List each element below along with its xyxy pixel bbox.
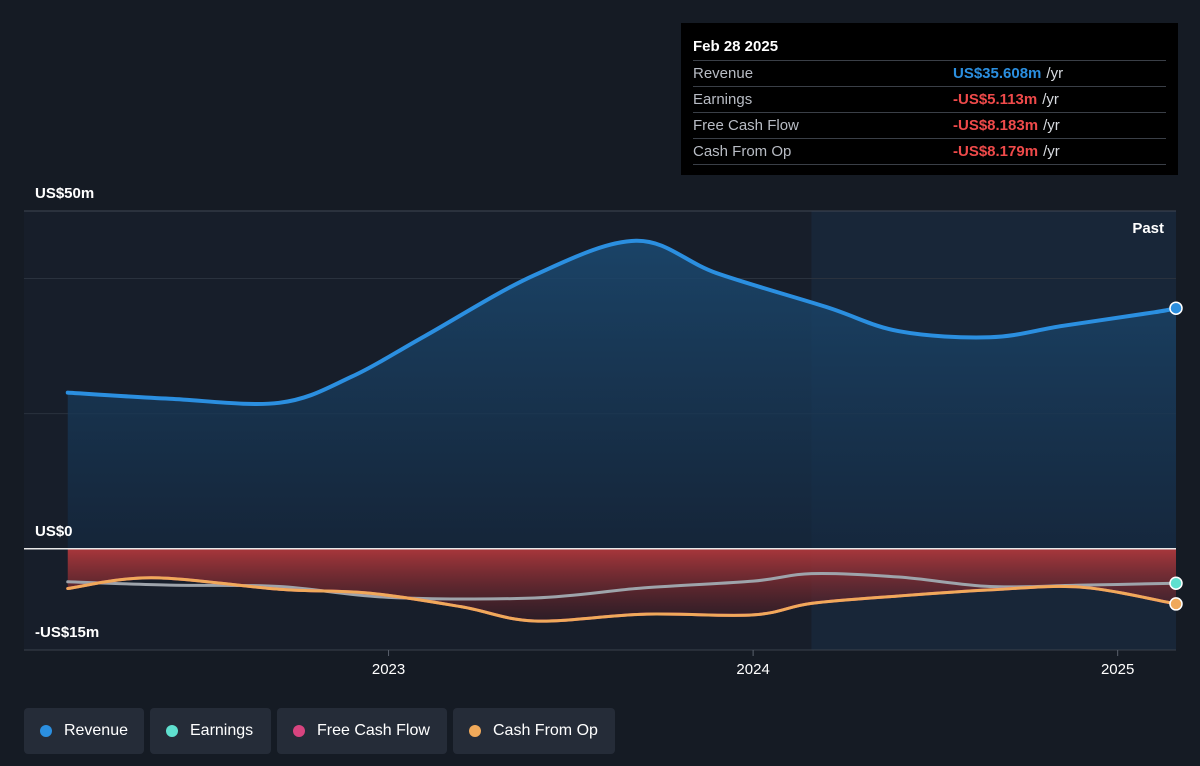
tooltip-label: Free Cash Flow [693,117,799,134]
x-tick-label: 2024 [736,661,769,678]
x-tick-label: 2025 [1101,661,1134,678]
y-label-top: US$50m [35,185,95,202]
legend-label: Earnings [190,722,254,739]
legend-dot-icon [293,725,305,737]
legend-label: Free Cash Flow [317,722,430,739]
tooltip-unit: /yr [1042,91,1059,108]
x-axis: 2023 2024 2025 [372,650,1134,678]
series-line-revenue [65,238,1178,406]
legend-label: Cash From Op [493,722,598,739]
series-line-earnings [66,572,1178,601]
endpoint-marker-revenue [1169,301,1183,315]
legend-dot-icon [469,725,481,737]
tooltip-label: Earnings [693,91,753,108]
tooltip-label: Revenue [693,65,754,82]
x-tick-label: 2023 [372,661,405,678]
series-lines [65,238,1183,623]
tooltip-row-cash-from-op: Cash From Op -US$8.179m /yr [693,138,1166,165]
tooltip-unit: /yr [1046,65,1064,82]
y-label-bottom: -US$15m [35,624,100,641]
tooltip-value: -US$5.113m [953,91,1038,108]
tooltip-date: Feb 28 2025 [693,38,779,55]
legend-cash-from-op[interactable]: Cash From Op [453,708,615,754]
tooltip-label: Cash From Op [693,143,792,160]
legend-earnings[interactable]: Earnings [150,708,271,754]
legend-label: Revenue [63,722,128,739]
negative-area [67,548,1177,622]
revenue-area [67,240,1177,549]
endpoint-marker-cash-from-op [1169,597,1183,611]
tooltip-value: -US$8.179m [953,143,1039,160]
y-label-zero: US$0 [35,523,73,540]
tooltip-value: -US$8.183m [953,117,1039,134]
legend-revenue[interactable]: Revenue [24,708,144,754]
legend-dot-icon [166,725,178,737]
tooltip-row-revenue: Revenue US$35.608m /yr [693,60,1166,86]
data-tooltip: Feb 28 2025 Revenue US$35.608m /yr Earni… [681,23,1178,175]
tooltip-row-free-cash-flow: Free Cash Flow -US$8.183m /yr [693,112,1166,138]
series-line-cash-from-op [66,576,1178,623]
endpoint-marker-earnings [1169,576,1183,590]
tooltip-unit: /yr [1043,143,1060,160]
tooltip-unit: /yr [1043,117,1060,134]
chart-legend: Revenue Earnings Free Cash Flow Cash Fro… [24,708,615,754]
legend-free-cash-flow[interactable]: Free Cash Flow [277,708,447,754]
past-label: Past [1132,220,1164,237]
legend-dot-icon [40,725,52,737]
tooltip-value: US$35.608m [953,65,1042,82]
tooltip-row-earnings: Earnings -US$5.113m /yr [693,86,1166,112]
